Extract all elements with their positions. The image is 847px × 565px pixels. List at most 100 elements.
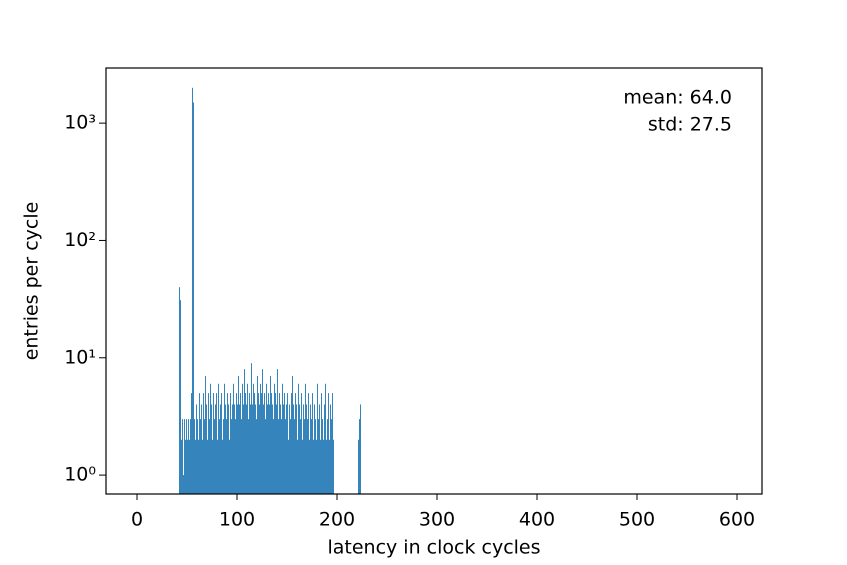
bar [274,383,275,494]
bar [200,419,201,494]
bar [265,419,266,494]
bar [326,439,327,494]
plot-frame [105,67,763,495]
bar [267,404,268,494]
bar [238,375,239,494]
bar [245,393,246,494]
bar [214,419,215,494]
annotation: std: 27.5 [648,114,732,136]
bar [305,383,306,494]
bar [316,439,317,494]
bar [189,439,190,494]
bar [301,393,302,494]
x-tick-label: 400 [519,509,555,531]
bar [262,369,263,494]
bar [331,419,332,494]
bar [206,404,207,494]
bar [226,419,227,494]
bar [325,383,326,494]
bar [259,404,260,494]
bar [195,439,196,494]
bar [207,439,208,494]
bar [198,439,199,494]
bar [307,419,308,494]
bar [268,393,269,494]
bar [219,419,220,494]
bar [196,404,197,494]
bar [360,404,361,494]
bar [180,300,181,494]
bar [234,404,235,494]
bar [306,404,307,494]
bar [319,404,320,494]
bar [294,419,295,494]
bar [215,404,216,494]
y-tick-label: 10⁰ [64,464,96,486]
bar [283,404,284,494]
bar [300,419,301,494]
bar [182,419,183,494]
bar [277,369,278,494]
bar [227,393,228,494]
bar [236,393,237,494]
bar [280,404,281,494]
bar [239,404,240,494]
bar [304,419,305,494]
bar [296,404,297,494]
bar [204,419,205,494]
bar [330,404,331,494]
x-tick-label: 600 [719,509,755,531]
x-tick-label: 100 [219,509,255,531]
bar [218,383,219,494]
bar [187,439,188,494]
bar [185,439,186,494]
bar [327,419,328,494]
bar [183,475,184,494]
bar [333,439,334,494]
bar [201,404,202,494]
bar [293,404,294,494]
bar [292,375,293,494]
bar [221,393,222,494]
bar [224,383,225,494]
bar [323,439,324,494]
y-tick-label: 10¹ [64,346,96,368]
x-tick-label: 200 [319,509,355,531]
annotation: mean: 64.0 [623,87,732,109]
x-axis-label: latency in clock cycles [327,537,540,559]
bar [223,419,224,494]
bar [237,404,238,494]
bar [194,419,195,494]
bar [260,383,261,494]
bar [188,419,189,494]
bar [313,439,314,494]
bar [299,404,300,494]
bar [322,419,323,494]
bar [193,102,194,495]
y-tick-label: 10³ [64,112,96,134]
bar [257,375,258,494]
bar [209,419,210,494]
bar [278,419,279,494]
bar [244,369,245,494]
bar [321,393,322,494]
bar [212,439,213,494]
bar [211,404,212,494]
bar [249,393,250,494]
bar [332,393,333,494]
bar [320,439,321,494]
bar [251,363,252,494]
bar [252,404,253,494]
bar [317,383,318,494]
bar [264,393,265,494]
bar [256,419,257,494]
bar [258,393,259,494]
bar [303,404,304,494]
bar [289,404,290,494]
bar [309,439,310,494]
bar [186,419,187,494]
bar [261,393,262,494]
bar [246,404,247,494]
bar [288,439,289,494]
